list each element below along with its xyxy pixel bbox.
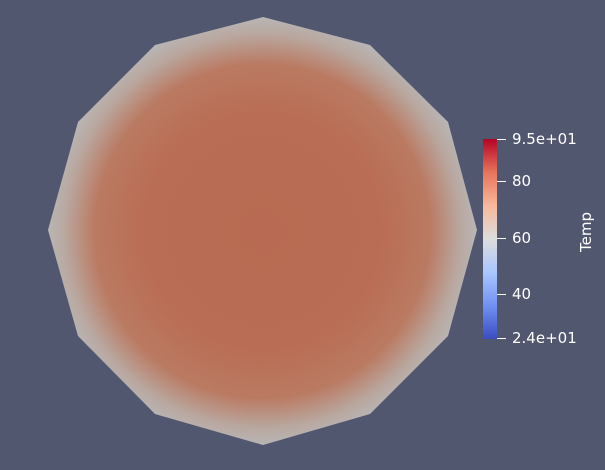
scalar-bar-tick-mark bbox=[497, 338, 506, 339]
scalar-bar-tick-label: 2.4e+01 bbox=[512, 329, 577, 347]
scalar-bar: 9.5e+01 80 60 40 2.4e+01 bbox=[483, 130, 577, 347]
scalar-bar-tick-mark bbox=[497, 181, 506, 183]
scalar-bar-tick-label: 60 bbox=[512, 228, 532, 247]
scalar-bar-tick-mark bbox=[497, 237, 506, 239]
scalar-bar-tick-mark bbox=[497, 139, 506, 140]
dodecagon-mesh-surface[interactable] bbox=[48, 17, 477, 445]
scalar-bar-tick-mark bbox=[497, 293, 506, 295]
scalar-bar-tick-label: 40 bbox=[512, 284, 532, 303]
scalar-bar-gradient bbox=[483, 139, 497, 339]
scalar-bar-tick-label: 80 bbox=[512, 172, 532, 191]
scalar-bar-title: Temp bbox=[577, 212, 595, 252]
scalar-bar-tick-label: 9.5e+01 bbox=[512, 130, 577, 148]
